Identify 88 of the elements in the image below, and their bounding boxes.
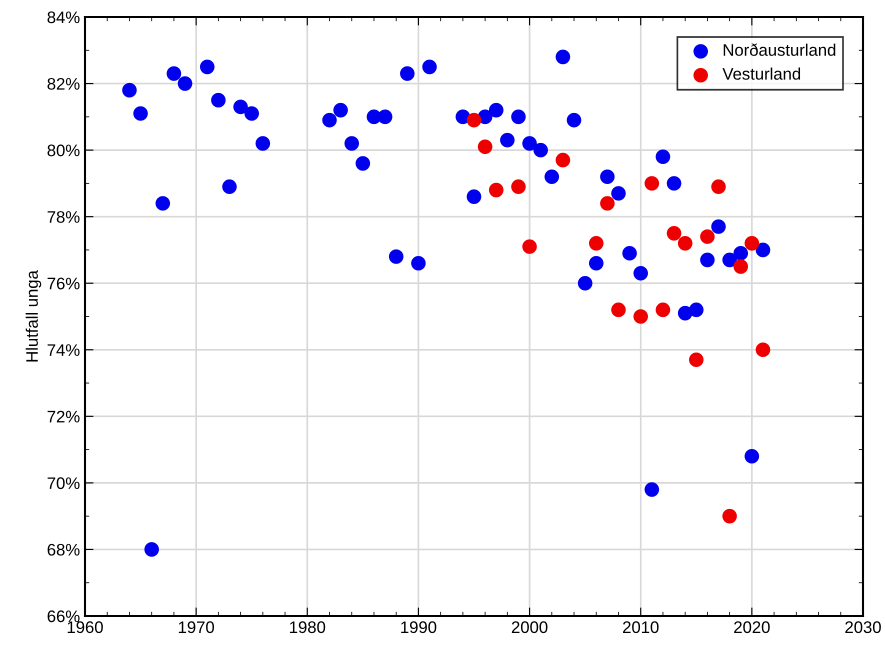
point (600, 196, 615, 211)
point (722, 252, 737, 268)
point (156, 196, 170, 211)
point (333, 102, 348, 118)
point (322, 112, 337, 128)
point (722, 508, 737, 524)
point (133, 106, 148, 121)
point (233, 100, 248, 114)
point (166, 66, 182, 81)
point (488, 102, 504, 118)
y-tick-label: 70% (48, 477, 80, 490)
point (222, 179, 237, 194)
point (756, 342, 770, 358)
x-tick-label: 1990 (401, 621, 436, 634)
point (244, 106, 259, 121)
point (522, 239, 537, 254)
x-tick-label: 2030 (845, 621, 881, 634)
y-axis-title: Hlutfall unga (26, 270, 42, 362)
point (600, 169, 615, 184)
y-tick-label: 80% (48, 144, 80, 156)
point (666, 176, 682, 191)
y-tick-label: 78% (48, 211, 80, 223)
point (756, 242, 770, 258)
point (466, 112, 482, 128)
x-tick-label: 1980 (290, 621, 326, 634)
point (500, 132, 515, 148)
point (578, 276, 592, 291)
point (488, 182, 504, 198)
point (511, 179, 526, 194)
point (622, 246, 637, 261)
point (644, 176, 660, 191)
point (344, 136, 360, 151)
point (256, 136, 270, 151)
x-tick-label: 1970 (178, 621, 214, 634)
point (200, 60, 215, 74)
y-tick-label: 82% (48, 78, 80, 90)
point (644, 482, 660, 497)
x-tick-label: 2000 (512, 621, 548, 634)
point (733, 259, 748, 274)
point (522, 136, 537, 151)
point (144, 542, 159, 557)
point (633, 266, 648, 281)
point (566, 112, 582, 128)
point (711, 179, 726, 194)
point (588, 256, 604, 271)
point (411, 256, 426, 271)
point (388, 249, 404, 264)
point (122, 82, 137, 98)
point (556, 50, 570, 64)
x-tick-label: 2020 (734, 621, 770, 634)
y-tick-label: 74% (48, 344, 80, 356)
point (678, 236, 692, 251)
y-tick-label: 68% (48, 544, 80, 556)
y-tick-label: 66% (48, 610, 80, 622)
point (700, 229, 715, 244)
point (611, 186, 626, 201)
point (666, 226, 682, 241)
point (588, 236, 604, 251)
point (478, 140, 492, 154)
y-tick-label: 72% (48, 410, 80, 422)
point (378, 110, 392, 124)
point (178, 76, 192, 91)
point (533, 142, 548, 158)
point (656, 302, 670, 318)
point (633, 309, 648, 324)
point (700, 252, 715, 268)
point (400, 66, 415, 81)
y-tick-label: 76% (48, 278, 80, 290)
point (744, 236, 760, 251)
point (611, 302, 626, 318)
point (556, 152, 570, 168)
point (711, 219, 726, 234)
point (544, 169, 560, 184)
point (733, 246, 748, 261)
point (689, 352, 704, 368)
point (356, 156, 370, 171)
point (422, 60, 437, 74)
point (656, 149, 670, 164)
x-tick-label: 1960 (68, 621, 103, 634)
point (744, 448, 760, 464)
point (466, 189, 482, 204)
point (511, 110, 526, 124)
legend-label: Vesturland (722, 68, 800, 80)
point (211, 92, 226, 108)
point (689, 302, 704, 318)
legend-label: Norðausturland (724, 43, 836, 56)
y-tick-label: 84% (48, 11, 80, 24)
x-tick-label: 2010 (623, 621, 659, 634)
